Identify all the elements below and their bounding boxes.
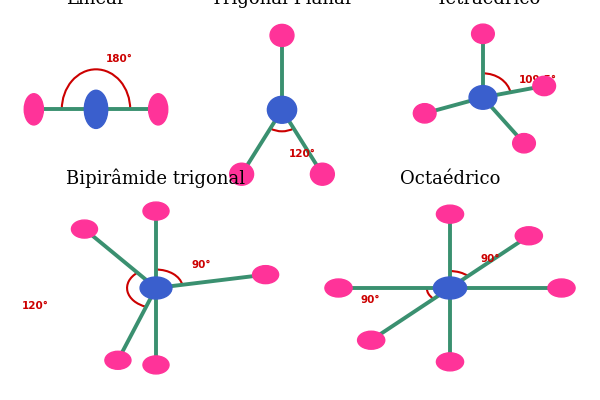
Ellipse shape — [469, 86, 497, 109]
Ellipse shape — [358, 331, 385, 349]
Ellipse shape — [253, 266, 278, 284]
Ellipse shape — [105, 351, 131, 369]
Ellipse shape — [84, 90, 108, 128]
Ellipse shape — [140, 277, 172, 299]
Title: Tetraédrico: Tetraédrico — [436, 0, 542, 8]
Ellipse shape — [71, 220, 97, 238]
Ellipse shape — [143, 356, 169, 374]
Ellipse shape — [433, 277, 467, 299]
Ellipse shape — [436, 205, 464, 223]
Text: 120°: 120° — [22, 302, 49, 312]
Title: Trigonal Planar: Trigonal Planar — [211, 0, 353, 8]
Ellipse shape — [512, 134, 535, 153]
Title: Octaédrico: Octaédrico — [400, 170, 500, 188]
Ellipse shape — [436, 353, 464, 371]
Ellipse shape — [548, 279, 575, 297]
Ellipse shape — [413, 104, 436, 123]
Text: 120°: 120° — [289, 149, 315, 159]
Text: 180°: 180° — [106, 54, 133, 64]
Text: 109,5°: 109,5° — [519, 75, 557, 85]
Ellipse shape — [310, 163, 334, 185]
Ellipse shape — [149, 94, 168, 125]
Ellipse shape — [515, 227, 542, 245]
Ellipse shape — [472, 24, 494, 44]
Ellipse shape — [533, 76, 556, 96]
Ellipse shape — [143, 202, 169, 220]
Ellipse shape — [270, 24, 294, 46]
Ellipse shape — [230, 163, 254, 185]
Ellipse shape — [24, 94, 43, 125]
Title: Linear: Linear — [66, 0, 126, 8]
Text: 90°: 90° — [361, 295, 380, 305]
Title: Bipirâmide trigonal: Bipirâmide trigonal — [67, 168, 245, 188]
Text: 90°: 90° — [480, 254, 500, 264]
Text: 90°: 90° — [191, 260, 211, 270]
Ellipse shape — [325, 279, 352, 297]
Ellipse shape — [268, 96, 296, 123]
